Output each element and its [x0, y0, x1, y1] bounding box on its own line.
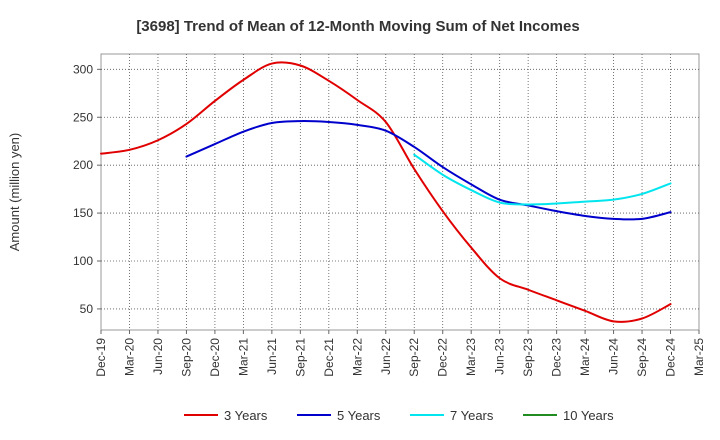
- x-tick-label: Sep-21: [293, 338, 307, 377]
- x-tick-label: Jun-20: [151, 338, 165, 375]
- x-tick-label: Jun-24: [607, 338, 621, 375]
- series-lines: [100, 61, 672, 323]
- x-tick-label: Dec-19: [94, 338, 108, 377]
- x-tick-label: Sep-23: [521, 338, 535, 377]
- y-tick-label: 200: [73, 158, 93, 172]
- series-line-5-years: [185, 120, 672, 221]
- chart-title: [3698] Trend of Mean of 12-Month Moving …: [136, 18, 579, 35]
- x-tick-label: Mar-23: [464, 338, 478, 376]
- x-tick-label: Dec-22: [436, 338, 450, 377]
- series-line-3-years: [100, 61, 672, 323]
- x-tick-label: Mar-24: [578, 338, 592, 376]
- x-tick-label: Mar-25: [692, 338, 706, 376]
- x-tick-label: Sep-24: [635, 338, 649, 377]
- y-axis-title: Amount (million yen): [7, 133, 22, 252]
- y-tick-label: 250: [73, 110, 93, 124]
- x-tick-label: Sep-20: [179, 338, 193, 377]
- x-tick-label: Mar-20: [122, 338, 136, 376]
- x-tick-label: Sep-22: [407, 338, 421, 377]
- x-tick-label: Mar-21: [236, 338, 250, 376]
- legend-label-10-years: 10 Years: [563, 408, 614, 423]
- legend-label-3-years: 3 Years: [224, 408, 268, 423]
- y-tick-label: 300: [73, 62, 93, 76]
- y-tick-label: 50: [80, 302, 94, 316]
- y-tick-label: 150: [73, 206, 93, 220]
- legend-label-7-years: 7 Years: [450, 408, 494, 423]
- series-line-7-years: [413, 153, 672, 206]
- y-tick-label: 100: [73, 254, 93, 268]
- x-tick-label: Dec-20: [208, 338, 222, 377]
- legend: 3 Years 5 Years 7 Years 10 Years: [184, 408, 614, 423]
- legend-label-5-years: 5 Years: [337, 408, 381, 423]
- x-axis: Dec-19 Mar-20 Jun-20 Sep-20 Dec-20 Mar-21 Jun-…: [94, 330, 706, 377]
- x-tick-label: Jun-22: [379, 338, 393, 375]
- x-tick-label: Jun-23: [493, 338, 507, 375]
- plot-area: [100, 53, 700, 331]
- x-tick-label: Dec-24: [664, 338, 678, 377]
- x-tick-label: Mar-22: [350, 338, 364, 376]
- y-axis: 50 100 150 200 250 300: [73, 62, 101, 316]
- x-tick-label: Dec-21: [322, 338, 336, 377]
- x-tick-label: Jun-21: [265, 338, 279, 375]
- x-tick-label: Dec-23: [550, 338, 564, 377]
